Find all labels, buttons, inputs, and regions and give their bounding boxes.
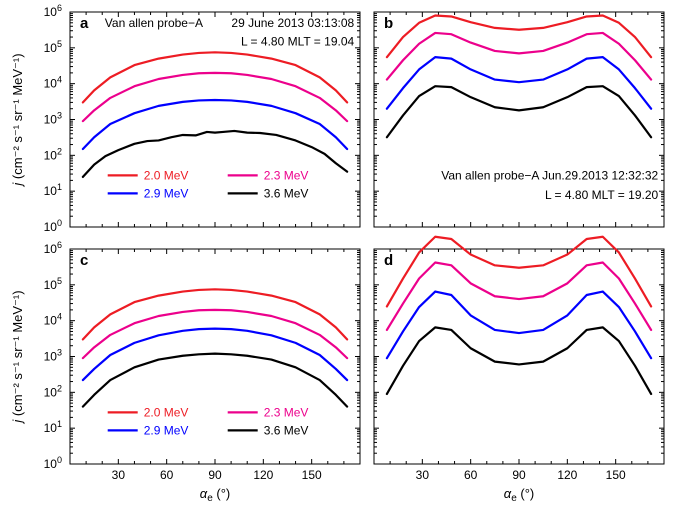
series-black	[83, 354, 347, 407]
y-tick-label: 106	[44, 3, 62, 19]
panel-annotation: L = 4.80 MLT = 19.20	[545, 188, 659, 202]
series-magenta	[83, 310, 347, 358]
panel-letter-c: c	[80, 252, 88, 269]
panel-a: 100 101 102 103 104 105 106 a Van allen probe−A 2…	[10, 3, 360, 234]
series-magenta	[387, 33, 651, 80]
y-tick-label: 105	[44, 39, 62, 55]
panel-annotation: Van allen probe−A	[105, 16, 203, 30]
panel-d: 30 60 90 120 150 d αe (°)	[374, 237, 664, 504]
legend: 2.0 MeV 2.9 MeV 2.3 MeV 3.6 MeV	[108, 168, 309, 200]
series-magenta	[387, 263, 651, 330]
y-tick-label: 103	[44, 111, 62, 127]
series-red	[83, 289, 347, 339]
y-tick-label: 103	[44, 348, 62, 364]
series-blue	[387, 57, 651, 109]
legend-label: 2.0 MeV	[144, 168, 189, 182]
y-tick-label: 101	[44, 419, 62, 435]
x-tick-label: 120	[557, 468, 577, 482]
x-tick-label: 30	[416, 468, 430, 482]
legend: 2.0 MeV 2.9 MeV 2.3 MeV 3.6 MeV	[108, 405, 309, 437]
panel-annotation: Van allen probe−A Jun.29.2013 12:32:32	[441, 169, 658, 183]
y-tick-label: 104	[44, 312, 62, 328]
legend-label: 2.9 MeV	[144, 423, 189, 437]
y-tick-label: 105	[44, 276, 62, 292]
y-tick-label: 100	[44, 455, 62, 471]
y-tick-label: 100	[44, 218, 62, 234]
panel-annotation: 29 June 2013 03:13:08	[231, 16, 354, 30]
x-axis-title: αe (°)	[200, 486, 230, 504]
y-tick-label: 102	[44, 146, 62, 162]
figure-svg: 100 101 102 103 104 105 106 a Van allen probe−A 2…	[0, 0, 685, 510]
x-axis-title: αe (°)	[504, 486, 534, 504]
legend-label: 2.3 MeV	[264, 168, 309, 182]
panel-c: 30 60 90 120 150 100 101 102 103 104 105 106 c 2.0 Me…	[10, 240, 360, 504]
x-tick-label: 150	[302, 468, 322, 482]
y-axis-title: j (cm⁻² s⁻¹ sr⁻¹ MeV⁻¹)	[10, 290, 25, 424]
x-tick-label: 60	[464, 468, 478, 482]
panel-letter-a: a	[80, 15, 89, 32]
figure: 100 101 102 103 104 105 106 a Van allen probe−A 2…	[0, 0, 685, 510]
panel-b: b Van allen probe−A Jun.29.2013 12:32:32 L…	[374, 12, 664, 227]
series-red	[83, 52, 347, 102]
series-blue	[83, 100, 347, 149]
legend-label: 3.6 MeV	[264, 186, 309, 200]
panel-letter-d: d	[384, 252, 393, 269]
x-tick-label: 30	[112, 468, 126, 482]
legend-label: 2.3 MeV	[264, 405, 309, 419]
series-black	[387, 327, 651, 394]
y-tick-label: 104	[44, 75, 62, 91]
legend-label: 2.9 MeV	[144, 186, 189, 200]
y-tick-label: 106	[44, 240, 62, 256]
x-tick-label: 90	[512, 468, 526, 482]
y-tick-label: 101	[44, 182, 62, 198]
panel-annotation: L = 4.80 MLT = 19.04	[241, 34, 355, 48]
panel-letter-b: b	[384, 15, 393, 32]
legend-label: 2.0 MeV	[144, 405, 189, 419]
series-blue	[387, 292, 651, 359]
series-black	[387, 86, 651, 137]
y-axis-title: j (cm⁻² s⁻¹ sr⁻¹ MeV⁻¹)	[10, 53, 25, 187]
x-tick-label: 120	[253, 468, 273, 482]
x-tick-label: 60	[160, 468, 174, 482]
legend-label: 3.6 MeV	[264, 423, 309, 437]
series-magenta	[83, 73, 347, 121]
series-red	[387, 15, 651, 57]
x-tick-label: 150	[606, 468, 626, 482]
y-tick-label: 102	[44, 383, 62, 399]
x-tick-label: 90	[208, 468, 222, 482]
